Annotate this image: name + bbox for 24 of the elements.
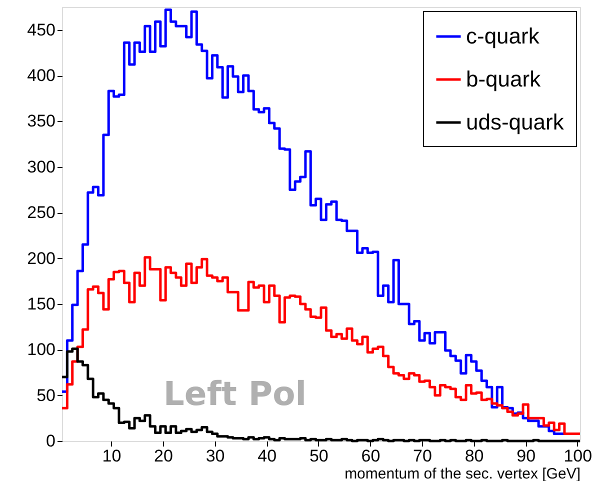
legend-label: b-quark	[466, 66, 542, 92]
y-tick-label: 150	[27, 294, 56, 314]
y-tick-label: 400	[27, 66, 56, 86]
y-tick-label: 450	[27, 20, 56, 40]
y-tick-label: 50	[36, 386, 56, 405]
legend-label: c-quark	[466, 24, 540, 48]
x-tick-label: 50	[309, 446, 328, 466]
x-tick-label: 70	[413, 446, 432, 466]
y-tick-label: 250	[27, 203, 56, 222]
x-tick-label: 100	[564, 446, 592, 466]
y-tick-label: 0	[46, 432, 56, 450]
x-tick-label: 40	[258, 446, 277, 466]
y-tick-label: 200	[27, 248, 56, 268]
x-tick-label: 90	[516, 446, 536, 466]
x-tick-label: 10	[102, 446, 122, 466]
y-tick-label: 100	[27, 340, 56, 360]
x-tick-label: 60	[361, 446, 380, 466]
x-tick-label: 30	[206, 446, 225, 466]
x-tick-label: 20	[154, 446, 173, 466]
y-tick-label: 300	[27, 157, 56, 176]
annotation: Left Pol	[163, 374, 307, 413]
y-tick-label: 350	[27, 112, 56, 131]
x-tick-label: 80	[464, 446, 484, 466]
legend-label: uds-quark	[466, 110, 565, 134]
